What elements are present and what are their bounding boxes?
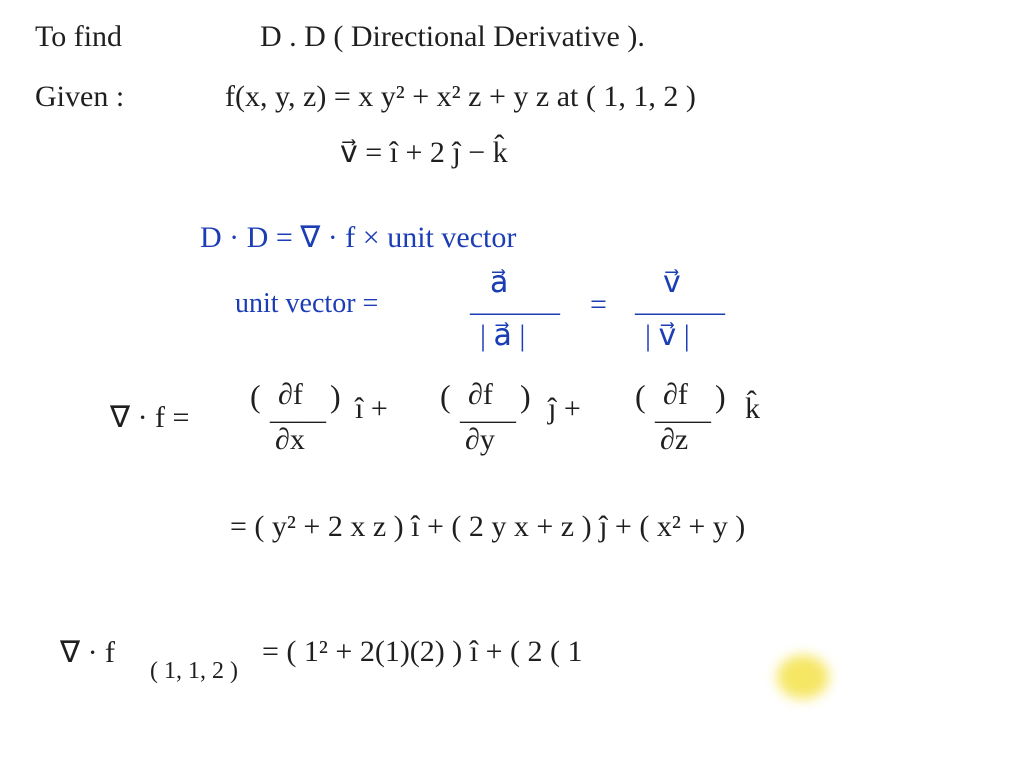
handwritten-page: To find D . D ( Directional Derivative ).… <box>0 0 1024 768</box>
text-l6l: ) <box>520 378 531 415</box>
text-l6b: ( <box>250 378 261 415</box>
text-l7: = ( y² + 2 x z ) î + ( 2 y x + z ) ĵ + (… <box>230 510 745 544</box>
text-l5d: | a⃗ | <box>480 318 525 353</box>
text-l6k: ∂y <box>465 423 495 457</box>
text-l2b: f(x, y, z) = x y² + x² z + y z at ( 1, 1… <box>225 80 696 114</box>
text-l6g: î + <box>355 392 388 426</box>
text-l6e: ∂x <box>275 423 305 457</box>
text-l6q: ∂z <box>660 423 688 457</box>
text-l2a: Given : <box>35 80 124 114</box>
highlight-mark <box>777 655 829 699</box>
text-l6s: k̂ <box>745 392 760 426</box>
text-l3: v⃗ = î + 2 ĵ − k̂ <box>340 135 508 170</box>
text-l6m: ĵ + <box>548 392 581 426</box>
text-l5a: unit vector = <box>235 288 378 320</box>
text-l8b: ( 1, 1, 2 ) <box>150 658 238 685</box>
text-l1b: D . D ( Directional Derivative ). <box>260 20 645 54</box>
text-l1a: To find <box>35 20 122 54</box>
text-l6r: ) <box>715 378 726 415</box>
text-l5h: | v⃗ | <box>645 318 690 353</box>
text-l8a: ∇ · f <box>60 635 115 670</box>
text-l8c: = ( 1² + 2(1)(2) ) î + ( 2 ( 1 <box>262 635 583 669</box>
text-l4: D · D = ∇ · f × unit vector <box>200 220 516 255</box>
text-l6a: ∇ · f = <box>110 400 189 435</box>
text-l6f: ) <box>330 378 341 415</box>
text-l6n: ( <box>635 378 646 415</box>
text-l6h: ( <box>440 378 451 415</box>
text-l5e: = <box>590 288 607 322</box>
